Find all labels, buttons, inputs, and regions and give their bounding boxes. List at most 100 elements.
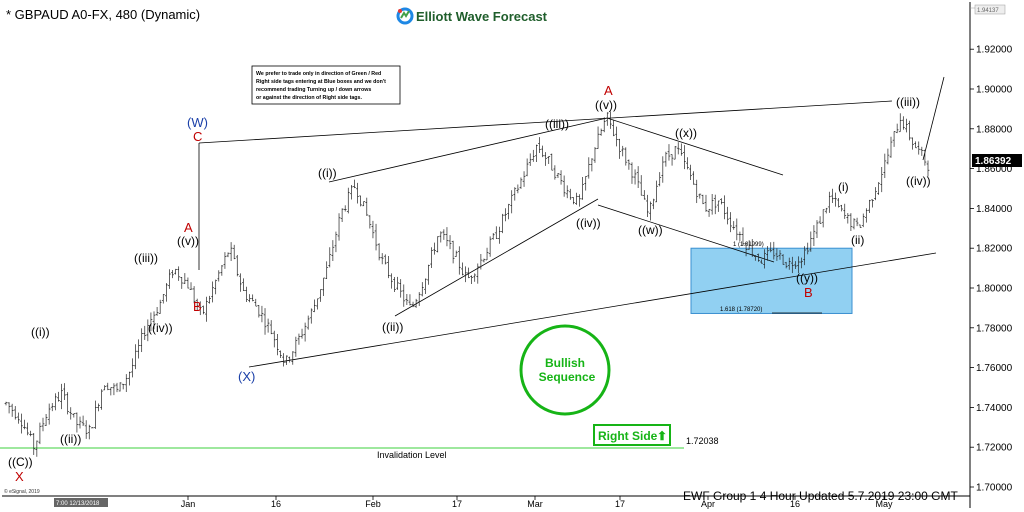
price-bar [800,257,803,269]
note-line-1: We prefer to trade only in direction of … [256,71,381,77]
price-bar [146,319,150,342]
x-tick-label: 16 [271,499,281,509]
price-bar [263,308,267,335]
price-bar [787,257,791,270]
price-bar [319,289,322,302]
price-bar [642,190,646,200]
price-bar [10,403,14,417]
y-tick-label: 1.70000 [976,483,1013,494]
price-bar [778,250,782,260]
price-bar [794,261,797,269]
price-bar [763,249,766,269]
wave-label-iii-1: ((iii)) [134,251,158,265]
price-bar [923,149,927,166]
price-bar [78,416,82,429]
price-bar [47,403,51,425]
brand-logo: Elliott Wave Forecast [396,7,548,25]
price-bar [806,242,810,255]
price-bar [467,267,470,279]
price-bar [695,179,699,204]
corrective-bottom-line [597,204,775,263]
top-price-tag-box [974,4,1006,15]
price-bar [75,412,79,433]
price-bar [602,117,606,133]
price-bar [917,141,921,155]
price-bar [340,208,344,222]
trend-lines [198,76,945,368]
price-bar [155,307,159,316]
price-bar [66,392,70,415]
price-bar [158,299,162,314]
bullish-sequence-badge: Bullish Sequence [519,324,611,416]
price-bar [192,286,196,304]
price-bar [214,279,218,295]
price-bar [608,111,612,129]
price-bar [272,330,276,348]
wave-label-v-2: ((v)) [595,98,617,112]
price-bar [103,385,107,391]
y-tick-label: 1.86000 [976,164,1013,175]
top-price-tag: 1.94137 [974,4,1006,15]
wave-label-w-2: ((w)) [638,223,663,237]
price-bar [538,137,541,153]
price-bar [827,191,831,213]
price-bar [306,315,310,330]
price-bar [266,318,270,333]
price-bar [686,157,689,170]
price-bar [337,213,341,241]
price-bar [112,383,116,396]
upper-channel-line [198,100,893,144]
price-bar [898,113,902,133]
price-bar [849,213,853,232]
price-bar [630,162,634,184]
wave-label-x-blue: (X) [238,369,255,384]
price-bar [131,358,134,378]
x-tick-label: 17 [615,499,625,509]
price-bar [649,201,652,221]
price-bar [735,218,739,241]
note-box-frame [251,65,401,105]
price-bar [279,350,282,358]
price-bar [423,278,427,294]
price-bar [831,188,834,204]
price-bar [868,199,871,213]
projection-line [922,76,945,161]
price-bar [723,195,726,220]
price-bar [525,158,529,177]
price-bar [707,208,711,217]
wave-label-ii-2: ((ii)) [382,320,403,334]
price-bar [100,389,103,410]
price-bar [393,276,396,292]
price-bar [223,252,227,269]
price-bar [414,298,418,308]
price-bar [325,261,329,279]
price-bar [488,236,492,257]
price-bar [760,259,763,264]
price-bar [291,351,295,365]
price-bar [775,248,779,261]
right-side-tag: Right Side ⬆ [593,424,671,446]
price-bar [60,383,63,410]
price-bar [541,145,544,158]
price-bar [618,138,622,159]
date-box [54,498,108,507]
price-bar [911,137,914,150]
price-bar [652,198,655,210]
wave-label-cc: ((C)) [8,455,33,469]
price-bar [753,255,757,261]
price-bar [316,298,319,310]
price-bar [349,184,353,200]
price-bar [544,152,548,166]
y-tick-label: 1.84000 [976,204,1013,215]
price-bar [766,246,770,261]
y-tick-label: 1.74000 [976,403,1013,414]
price-bar [371,220,375,239]
price-bar [260,305,264,323]
price-bar [448,235,452,250]
price-bar [892,131,896,147]
price-bar [741,227,745,246]
price-bar [32,433,36,455]
price-bar [408,294,412,306]
wave-label-ii-3: (ii) [851,233,864,247]
price-bar [738,231,742,242]
